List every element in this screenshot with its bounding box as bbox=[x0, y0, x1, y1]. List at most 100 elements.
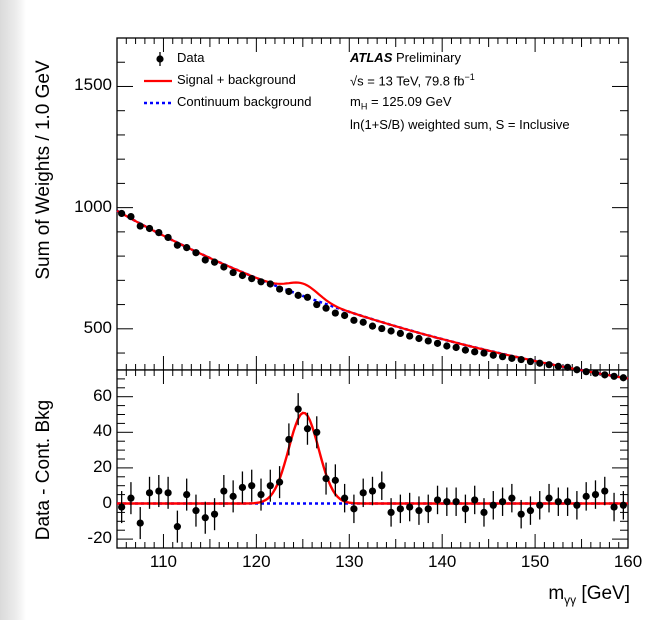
data-point-main bbox=[619, 374, 627, 382]
data-point-main bbox=[573, 366, 581, 374]
data-point-ratio bbox=[619, 501, 627, 509]
data-point-main bbox=[248, 275, 256, 283]
data-point-ratio bbox=[118, 503, 126, 511]
data-point-ratio bbox=[303, 425, 312, 433]
data-point-ratio bbox=[368, 487, 377, 495]
data-point-main bbox=[350, 316, 358, 324]
legend-label-continuum-background: Continuum background bbox=[177, 94, 312, 109]
data-point-ratio bbox=[164, 489, 172, 497]
data-point-ratio bbox=[229, 492, 237, 500]
x-tick-label-140: 140 bbox=[427, 552, 457, 571]
data-point-ratio bbox=[573, 501, 581, 509]
data-point-ratio bbox=[257, 491, 265, 499]
y-tick-label-main-1000: 1000 bbox=[74, 196, 112, 216]
legend-label-data: Data bbox=[177, 50, 205, 65]
energy-text: √s = 13 TeV, 79.8 fb bbox=[350, 73, 465, 89]
data-point-main bbox=[266, 280, 274, 288]
data-point-main bbox=[406, 332, 414, 340]
data-point-ratio bbox=[248, 482, 256, 490]
data-point-main bbox=[545, 361, 553, 369]
data-point-main bbox=[582, 368, 590, 376]
data-point-ratio bbox=[136, 519, 144, 527]
data-point-ratio bbox=[471, 496, 479, 504]
data-point-main bbox=[341, 311, 349, 320]
data-point-main bbox=[517, 355, 525, 364]
data-point-main bbox=[471, 348, 479, 356]
data-point-ratio bbox=[275, 478, 284, 486]
data-point-ratio bbox=[350, 505, 358, 513]
data-point-ratio bbox=[331, 476, 339, 484]
data-point-ratio bbox=[564, 498, 572, 506]
data-point-ratio bbox=[591, 491, 600, 499]
mass-symbol: m bbox=[350, 94, 361, 109]
higgs-mass-label: mH = 125.09 GeV bbox=[350, 94, 452, 112]
y-tick-label-main-1500: 1500 bbox=[74, 75, 112, 95]
data-point-ratio bbox=[536, 501, 544, 509]
data-point-main bbox=[220, 263, 228, 271]
mass-value: = 125.09 GeV bbox=[367, 94, 452, 109]
ratio-panel-frame bbox=[116, 369, 629, 549]
x-tick-label-130: 130 bbox=[335, 552, 364, 571]
x-tick-label-110: 110 bbox=[149, 552, 178, 571]
data-point-main bbox=[424, 337, 432, 345]
data-point-main bbox=[201, 256, 209, 264]
data-point-main bbox=[498, 353, 507, 361]
data-point-main bbox=[229, 268, 237, 277]
legend-label-signal-background: Signal + background bbox=[177, 72, 296, 87]
main-panel-frame bbox=[116, 37, 629, 371]
x-tick-label-120: 120 bbox=[242, 552, 271, 571]
mass-subscript: H bbox=[360, 101, 368, 112]
data-point-main bbox=[601, 371, 609, 379]
data-point-ratio bbox=[210, 510, 219, 518]
y-tick-label-ratio--20: -20 bbox=[87, 528, 112, 548]
x-tick-label-160: 160 bbox=[613, 552, 643, 571]
data-point-ratio bbox=[498, 498, 507, 506]
data-point-ratio bbox=[443, 498, 451, 506]
data-point-main bbox=[387, 327, 395, 335]
energy-lumi-label: √s = 13 TeV, 79.8 fb−1 bbox=[350, 72, 475, 88]
y-axis-label-main: Sum of Weights / 1.0 GeV bbox=[33, 60, 54, 280]
y-tick-label-ratio-20: 20 bbox=[93, 456, 112, 476]
experiment-name: ATLAS bbox=[350, 50, 393, 65]
data-point-ratio bbox=[378, 482, 386, 490]
data-point-main bbox=[183, 244, 191, 252]
data-point-ratio bbox=[322, 474, 330, 483]
lumi-exponent: −1 bbox=[464, 72, 475, 82]
data-point-ratio bbox=[155, 487, 163, 495]
data-point-main bbox=[461, 346, 470, 354]
data-point-ratio bbox=[341, 494, 349, 502]
legend-marker-data bbox=[156, 55, 164, 63]
data-point-main bbox=[294, 291, 302, 299]
data-point-main bbox=[136, 222, 144, 230]
data-point-main bbox=[127, 213, 135, 221]
data-point-ratio bbox=[415, 507, 423, 515]
data-point-main bbox=[173, 241, 181, 249]
data-point-main bbox=[285, 287, 293, 296]
data-point-main bbox=[610, 372, 618, 380]
data-point-main bbox=[145, 224, 154, 233]
data-point-ratio bbox=[396, 505, 404, 513]
data-point-ratio bbox=[489, 501, 497, 509]
data-point-main bbox=[322, 304, 330, 312]
data-point-ratio bbox=[461, 505, 470, 513]
data-point-main bbox=[303, 293, 312, 301]
data-point-ratio bbox=[201, 514, 209, 522]
data-point-ratio bbox=[285, 435, 293, 444]
data-point-ratio bbox=[359, 489, 367, 497]
data-point-ratio bbox=[424, 505, 432, 513]
data-point-main bbox=[480, 349, 488, 357]
data-point-ratio bbox=[554, 498, 562, 506]
data-point-main bbox=[155, 228, 163, 237]
data-point-ratio bbox=[433, 496, 442, 504]
data-point-main bbox=[508, 354, 516, 362]
data-point-main bbox=[368, 322, 377, 330]
status-label: Preliminary bbox=[396, 50, 462, 65]
data-point-main bbox=[238, 271, 247, 280]
data-point-main bbox=[489, 351, 497, 359]
data-point-ratio bbox=[508, 494, 516, 502]
atlas-label: ATLAS Preliminary bbox=[350, 50, 461, 65]
data-point-ratio bbox=[387, 508, 395, 516]
y-tick-label-ratio-60: 60 bbox=[93, 385, 112, 405]
data-point-main bbox=[554, 362, 562, 370]
